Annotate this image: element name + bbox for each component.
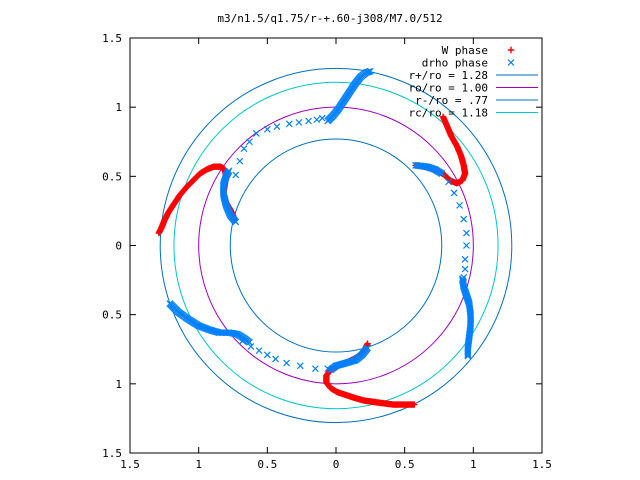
y-tick-label: 1.5	[102, 447, 122, 460]
axis-ticks: 1.5 1 0.5 0 0.5 1 1.51.510.500.511.5	[102, 32, 552, 471]
drho-phase-curve-4	[458, 275, 475, 360]
drho-phase-point	[225, 167, 233, 175]
w-phase-point	[364, 340, 371, 347]
drho-phase-point	[313, 116, 321, 124]
drho-phase-sparse	[232, 114, 470, 373]
drho-phase-point	[464, 352, 472, 360]
legend-entry-3: ro/ro = 1.00	[409, 82, 538, 95]
drho-phase-point	[273, 123, 281, 130]
legend-entry-1: drho phase	[422, 57, 515, 70]
legend-label: r+/ro = 1.28	[409, 69, 488, 82]
drho-phase-point	[232, 171, 240, 179]
y-tick-label: 1	[115, 101, 122, 114]
legend-label: W phase	[442, 44, 488, 57]
drho-phase-point	[318, 114, 326, 122]
drho-phase-point	[239, 337, 247, 345]
legend-swatch	[507, 46, 515, 54]
x-tick-label: 1	[195, 458, 202, 471]
legend-label: rc/ro = 1.18	[409, 107, 488, 120]
drho-phase-point	[285, 120, 293, 128]
legend-entry-5: rc/ro = 1.18	[409, 107, 538, 120]
drho-phase-point	[464, 351, 472, 359]
drho-phase-point	[252, 130, 260, 137]
x-tick-label: 0	[333, 458, 340, 471]
drho-phase-point	[445, 178, 453, 186]
legend-entry-2: r+/ro = 1.28	[409, 69, 538, 82]
drho-phase-point	[366, 67, 374, 75]
legend-entry-4: r-/ro = .77	[415, 94, 538, 107]
phase-points	[155, 67, 475, 408]
drho-phase-point	[246, 138, 253, 146]
drho-phase-curve-2	[219, 167, 240, 226]
x-tick-label: 0.5	[257, 458, 277, 471]
drho-phase-point	[334, 361, 342, 369]
circle-3	[173, 81, 499, 410]
y-tick-label: 0.5	[102, 309, 122, 322]
x-tick-label: 1.5	[120, 458, 140, 471]
drho-phase-point	[460, 215, 468, 223]
drho-phase-curve-1	[324, 67, 374, 125]
legend-entry-0: W phase	[442, 44, 515, 57]
legend-swatch	[507, 59, 515, 66]
circle-1	[198, 106, 474, 385]
drho-phase-point	[236, 157, 244, 165]
drho-phase-point	[295, 118, 303, 126]
circle-2	[229, 138, 443, 353]
drho-phase-curve-3	[412, 161, 446, 177]
drho-phase-point	[296, 362, 304, 370]
drho-phase-point	[311, 365, 319, 373]
drho-phase-point	[263, 351, 271, 359]
drho-phase-point	[463, 242, 470, 249]
drho-phase-point	[283, 359, 290, 367]
drho-phase-point	[240, 145, 248, 153]
drho-phase-curve-5	[327, 344, 372, 374]
x-tick-label: 1.5	[532, 458, 552, 471]
drho-phase-point	[438, 170, 446, 177]
drho-phase-point	[263, 125, 271, 133]
drho-phase-point	[450, 189, 458, 197]
x-tick-label: 0.5	[395, 458, 415, 471]
drho-phase-curve-0	[166, 300, 253, 346]
x-tick-label: 1	[470, 458, 477, 471]
drho-phase-point	[247, 343, 255, 350]
y-tick-label: 0.5	[102, 170, 122, 183]
drho-phase-point	[461, 255, 469, 263]
y-tick-label: 1	[115, 378, 122, 391]
legend-label: drho phase	[422, 57, 488, 70]
drho-phase-point	[464, 349, 472, 357]
drho-phase-point	[463, 229, 470, 237]
drho-phase-point	[456, 201, 464, 209]
drho-phase-point	[255, 347, 263, 355]
drho-phase-point	[460, 273, 468, 281]
legend-label: r-/ro = .77	[415, 94, 488, 107]
chart-title: m3/n1.5/q1.75/r-+.60-j308/M7.0/512	[217, 12, 442, 25]
drho-phase-point	[305, 117, 312, 125]
y-tick-label: 0	[115, 240, 122, 253]
drho-phase-point	[461, 265, 469, 273]
circle-0	[159, 67, 513, 424]
drho-phase-point	[272, 355, 279, 363]
drho-phase-point	[324, 365, 332, 373]
drho-phase-point	[246, 338, 253, 346]
y-tick-label: 1.5	[102, 32, 122, 45]
legend-label: ro/ro = 1.00	[409, 82, 488, 95]
